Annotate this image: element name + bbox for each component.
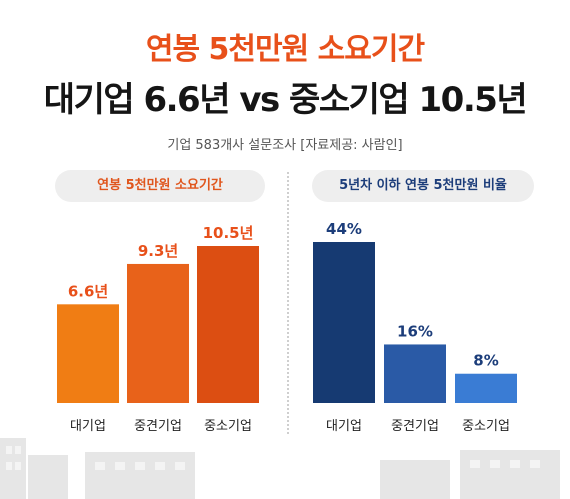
right-bar-0 — [313, 242, 375, 403]
source-line: 기업 583개사 설문조사 [자료제공: 사람인] — [167, 138, 403, 153]
left-chart-title: 연봉 5천만원 소요기간 — [55, 170, 265, 202]
right-value-label-1: 16% — [397, 322, 433, 340]
right-bar-1 — [384, 344, 446, 403]
left-value-label-0: 6.6년 — [68, 282, 108, 300]
left-bar-2 — [197, 246, 259, 403]
right-bar-2 — [455, 373, 517, 403]
left-value-label-1: 9.3년 — [138, 242, 178, 260]
headline: 대기업 6.6년 vs 중소기업 10.5년 — [43, 80, 528, 120]
left-category-label-2: 중소기업 — [204, 419, 252, 434]
left-category-label-0: 대기업 — [70, 419, 106, 434]
right-category-label-2: 중소기업 — [462, 419, 510, 434]
left-bar-0 — [57, 304, 119, 403]
right-category-label-1: 중견기업 — [391, 419, 439, 434]
right-value-label-0: 44% — [326, 220, 362, 238]
left-value-label-2: 10.5년 — [203, 224, 254, 242]
divider — [287, 172, 289, 434]
right-category-label-0: 대기업 — [326, 419, 362, 434]
right-chart-title: 5년차 이하 연봉 5천만원 비율 — [312, 170, 534, 202]
left-category-label-1: 중견기업 — [134, 419, 182, 434]
left-bar-1 — [127, 263, 189, 403]
chart-title: 연봉 5천만원 소요기간 — [145, 32, 425, 67]
right-value-label-2: 8% — [473, 352, 498, 370]
